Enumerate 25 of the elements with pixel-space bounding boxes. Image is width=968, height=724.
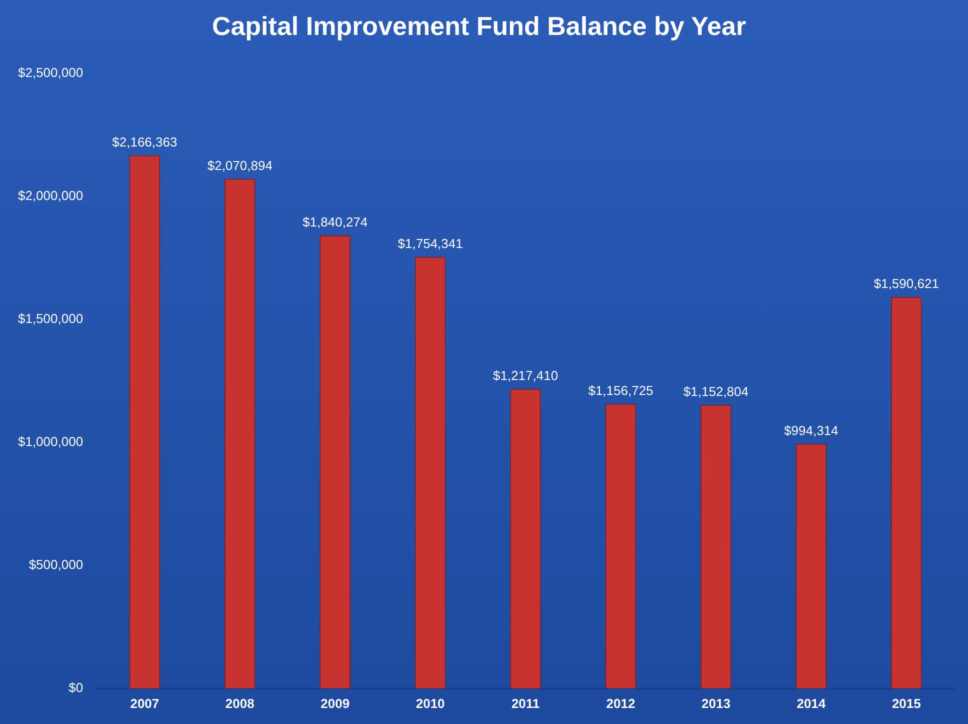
- y-tick-label: $1,000,000: [18, 434, 84, 449]
- x-tick-label: 2011: [511, 696, 540, 711]
- data-label: $2,070,894: [207, 158, 272, 173]
- data-label: $1,217,410: [492, 368, 558, 383]
- data-label: $1,156,725: [588, 382, 654, 398]
- x-tick-label: 2009: [320, 696, 350, 711]
- data-label: $1,590,621: [874, 276, 939, 292]
- chart-title: Capital Improvement Fund Balance by Year: [212, 10, 746, 41]
- y-tick-label: $0: [68, 680, 84, 695]
- x-tick-label: 2007: [130, 696, 160, 711]
- data-label: $1,152,804: [683, 384, 748, 399]
- x-tick-label: 2008: [225, 696, 254, 711]
- y-tick-label: $2,500,000: [18, 64, 84, 80]
- data-label: $2,166,363: [112, 134, 178, 150]
- x-tick-label: 2012: [606, 696, 636, 711]
- data-label: $994,314: [784, 422, 838, 438]
- y-tick-label: $500,000: [28, 556, 84, 572]
- x-tick-label: 2010: [416, 696, 445, 711]
- y-tick-label: $2,000,000: [18, 188, 84, 203]
- x-tick-label: 2015: [892, 696, 921, 711]
- data-label: $1,840,274: [302, 214, 368, 230]
- x-tick-label: 2014: [796, 696, 826, 711]
- y-tick-label: $1,500,000: [18, 310, 84, 326]
- x-tick-label: 2013: [702, 696, 730, 711]
- data-label: $1,754,341: [398, 236, 463, 251]
